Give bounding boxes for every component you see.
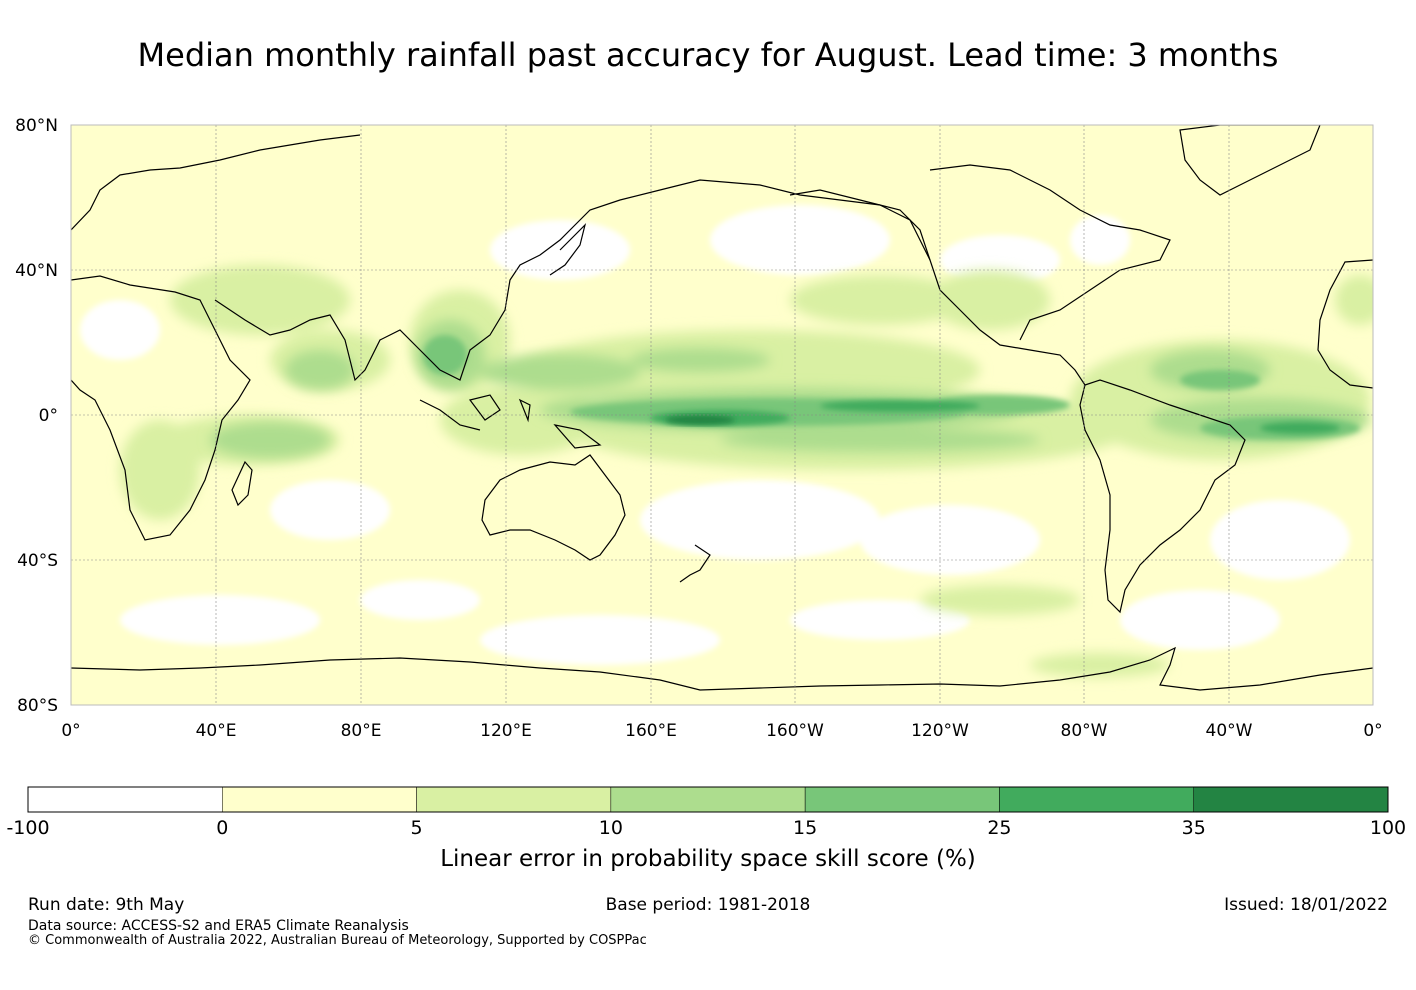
lon-label-80w: 80°W [1061, 721, 1108, 741]
colorbar-segment [804, 786, 1000, 813]
colorbar-tick-labels: -100 0 5 10 15 25 35 100 [6, 817, 1406, 839]
colorbar-segment [222, 786, 417, 813]
colorbar-tick-label: 5 [411, 817, 423, 839]
colorbar-tick-label: 100 [1370, 817, 1406, 839]
lon-label-80e: 80°E [341, 721, 382, 741]
copyright: © Commonwealth of Australia 2022, Austra… [28, 933, 647, 948]
colorbar-tick-label: 35 [1182, 817, 1206, 839]
gridlines [71, 125, 1373, 705]
colorbar-tick-label: 15 [793, 817, 817, 839]
lat-label-80n: 80°N [15, 116, 58, 136]
lon-label-0-right: 0° [1363, 721, 1382, 741]
colorbar-tick-label: 0 [216, 817, 228, 839]
colorbar-frame [27, 786, 1389, 813]
colorbar-segment [610, 786, 806, 813]
lon-label-40e: 40°E [196, 721, 237, 741]
colorbar-tick-label: -100 [6, 817, 49, 839]
colorbar [27, 786, 1389, 813]
lat-label-40n: 40°N [15, 261, 58, 281]
colorbar-segment [416, 786, 612, 813]
data-source: Data source: ACCESS-S2 and ERA5 Climate … [28, 918, 409, 934]
negative-skill-areas [80, 205, 1350, 665]
run-date: Run date: 9th May [28, 895, 185, 915]
skill-35-100 [665, 415, 735, 425]
lat-label-80s: 80°S [17, 696, 58, 716]
map-title: Median monthly rainfall past accuracy fo… [137, 36, 1279, 74]
coastlines [71, 125, 1373, 691]
lon-label-160w: 160°W [766, 721, 824, 741]
base-period: Base period: 1981-2018 [605, 895, 811, 915]
map-frame [70, 124, 1374, 706]
issued-date: Issued: 18/01/2022 [1224, 895, 1388, 915]
longitude-labels: 0° 40°E 80°E 120°E 160°E 160°W 120°W 80°… [61, 721, 1382, 741]
lon-label-120w: 120°W [911, 721, 969, 741]
lat-label-40s: 40°S [17, 551, 58, 571]
skill-score-field [71, 125, 1373, 705]
lon-label-160e: 160°E [625, 721, 677, 741]
lon-label-0-left: 0° [61, 721, 80, 741]
lon-label-120e: 120°E [480, 721, 532, 741]
lon-label-40w: 40°W [1206, 721, 1253, 741]
colorbar-title: Linear error in probability space skill … [440, 846, 976, 872]
lat-label-equator: 0° [39, 406, 58, 426]
colorbar-tick-label: 25 [987, 817, 1011, 839]
colorbar-tick-label: 10 [599, 817, 623, 839]
colorbar-segment [27, 786, 223, 813]
latitude-labels: 80°N 40°N 0° 40°S 80°S [15, 116, 58, 716]
colorbar-segment [999, 786, 1194, 813]
colorbar-segment [1193, 786, 1389, 813]
